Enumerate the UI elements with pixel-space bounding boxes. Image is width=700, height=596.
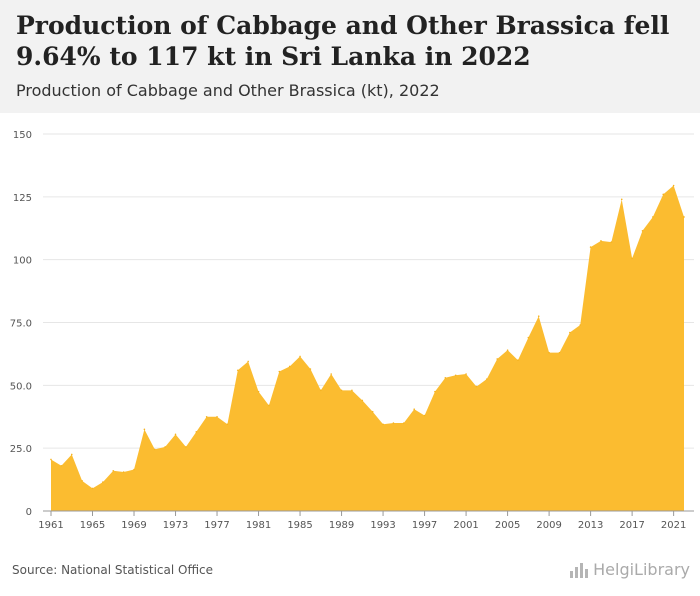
x-tick-label: 2001 — [453, 520, 478, 531]
y-tick-label: 75.0 — [10, 319, 32, 330]
data-point — [444, 376, 447, 379]
data-point — [330, 373, 332, 375]
x-tick-label: 1977 — [204, 520, 229, 531]
x-tick-label: 1989 — [329, 520, 354, 531]
data-point — [340, 389, 343, 392]
data-point — [496, 358, 499, 360]
data-point — [70, 453, 73, 456]
data-point — [288, 365, 291, 368]
x-tick-label: 2005 — [495, 520, 520, 531]
data-point — [454, 374, 457, 377]
data-point — [226, 423, 229, 426]
data-point — [50, 458, 52, 461]
data-point — [185, 446, 187, 448]
data-point — [683, 216, 685, 218]
data-point — [392, 422, 395, 424]
x-tick-label: 1973 — [163, 520, 188, 531]
y-tick-label: 150 — [13, 130, 32, 141]
data-point — [60, 464, 63, 467]
data-point — [527, 336, 530, 339]
source-note: Source: National Statistical Office — [12, 563, 214, 577]
data-point — [320, 389, 322, 392]
x-tick-label: 1961 — [38, 520, 63, 531]
data-point — [247, 360, 249, 363]
data-point — [268, 404, 270, 407]
data-point — [164, 446, 166, 448]
data-point — [631, 257, 633, 260]
data-point — [475, 385, 478, 388]
x-tick-label: 1993 — [370, 520, 395, 531]
data-point — [517, 359, 519, 361]
data-point — [506, 349, 509, 351]
y-tick-label: 50.0 — [10, 381, 32, 392]
logo-text: HelgiLibrary — [593, 560, 690, 579]
data-point — [423, 414, 426, 417]
data-point — [589, 246, 592, 248]
data-point — [403, 422, 405, 424]
data-point — [81, 480, 83, 482]
data-point — [620, 198, 623, 201]
data-point — [382, 423, 384, 426]
data-point — [351, 389, 353, 392]
data-point — [610, 241, 613, 243]
data-point — [662, 193, 665, 196]
data-point — [537, 315, 540, 318]
data-point — [236, 369, 239, 372]
data-point — [465, 373, 467, 375]
data-point — [257, 390, 260, 393]
header: Production of Cabbage and Other Brassica… — [0, 0, 700, 113]
y-tick-label: 100 — [13, 256, 32, 267]
data-point — [672, 184, 675, 187]
y-tick-label: 25.0 — [10, 444, 32, 455]
data-point — [278, 370, 281, 373]
data-point — [652, 216, 654, 218]
data-point — [600, 240, 602, 242]
y-tick-label: 0 — [26, 507, 32, 518]
data-point — [143, 428, 146, 431]
data-point — [413, 408, 415, 411]
data-point — [112, 469, 115, 472]
data-point — [299, 355, 301, 358]
data-point — [205, 415, 208, 418]
data-point — [641, 229, 644, 232]
x-tick-label: 1985 — [287, 520, 312, 531]
y-tick-label: 125 — [13, 193, 32, 204]
data-point — [486, 378, 488, 380]
helgi-library-logo: HelgiLibrary — [570, 560, 690, 579]
logo-bars-icon — [570, 562, 589, 578]
data-point — [579, 324, 582, 326]
data-point — [361, 399, 364, 402]
data-point — [122, 471, 125, 473]
data-point — [153, 448, 156, 451]
data-point — [174, 433, 177, 436]
area-chart: 0 25.0 50.0 75.0 100 125 150 1961 1965 1969 1973 19… — [0, 113, 700, 553]
chart-svg: 0 25.0 50.0 75.0 100 125 150 1961 1965 1969 1973 19… — [10, 130, 694, 531]
data-point — [434, 390, 436, 393]
data-point — [371, 410, 374, 413]
area-fill — [51, 185, 684, 512]
data-point — [133, 468, 135, 471]
x-tick-label: 2021 — [661, 520, 686, 531]
x-tick-label: 2013 — [578, 520, 603, 531]
data-point — [309, 368, 312, 370]
x-tick-label: 2017 — [619, 520, 644, 531]
data-point — [558, 351, 561, 354]
data-point — [216, 415, 218, 418]
data-point — [548, 351, 550, 354]
x-tick-label: 1981 — [246, 520, 271, 531]
chart-subtitle: Production of Cabbage and Other Brassica… — [16, 81, 440, 100]
data-point — [91, 487, 94, 490]
data-point — [569, 331, 571, 334]
x-tick-label: 1997 — [412, 520, 437, 531]
x-tick-label: 1965 — [80, 520, 105, 531]
x-tick-label: 2009 — [536, 520, 561, 531]
page-title: Production of Cabbage and Other Brassica… — [16, 11, 670, 71]
data-point — [195, 431, 198, 433]
data-point — [102, 481, 104, 483]
x-tick-label: 1969 — [121, 520, 146, 531]
